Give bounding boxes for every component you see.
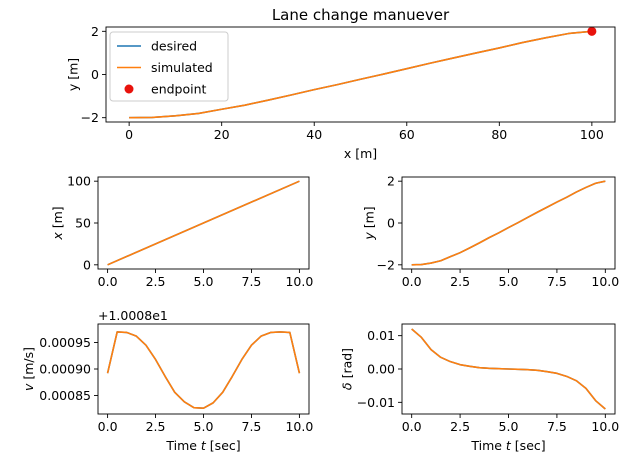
x-tick-label: 0.0 bbox=[98, 419, 118, 434]
chart-vt: 0.0 2.5 5.0 7.5 10.0 0.00085 0.00090 0.00095 Tim… bbox=[21, 308, 313, 453]
x-tick-label: 7.5 bbox=[547, 419, 567, 434]
x-tick-label: 5.0 bbox=[499, 419, 519, 434]
x-tick-label: 100 bbox=[580, 127, 604, 142]
y-tick-label: −0.01 bbox=[357, 395, 395, 410]
x-tick-label: 10.0 bbox=[285, 419, 313, 434]
x-tick-label: 80 bbox=[491, 127, 507, 142]
x-tick-label: 0.0 bbox=[402, 419, 422, 434]
chart-main: 0 20 40 60 80 100 −2 0 2 x [m] y [m] Lane change ma… bbox=[65, 6, 616, 161]
x-tick-label: 10.0 bbox=[591, 274, 619, 289]
y-tick-label: 0 bbox=[83, 257, 91, 272]
x-tick-label: 0.0 bbox=[402, 274, 422, 289]
x-tick-label: 5.0 bbox=[499, 274, 519, 289]
x-tick-label: 0 bbox=[125, 127, 133, 142]
legend-marker-endpoint bbox=[124, 84, 134, 94]
x-tick-label: 2.5 bbox=[450, 274, 470, 289]
x-tick-label: 2.5 bbox=[450, 419, 470, 434]
x-tick-label: 0.0 bbox=[98, 274, 118, 289]
legend-box bbox=[109, 31, 229, 102]
y-tick-label: 2 bbox=[91, 24, 99, 39]
chart-title: Lane change manuever bbox=[272, 6, 450, 24]
y-axis-label: δ [rad] bbox=[340, 348, 355, 390]
x-axis-label: x [m] bbox=[344, 146, 377, 161]
chart-yt: 0.0 2.5 5.0 7.5 10.0 −2 0 2 y [m] bbox=[361, 174, 619, 289]
chart-xt: 0.0 2.5 5.0 7.5 10.0 0 50 100 x [m] bbox=[50, 174, 313, 289]
series-line-simulated bbox=[411, 180, 606, 266]
x-tick-label: 7.5 bbox=[547, 274, 567, 289]
x-tick-label: 10.0 bbox=[591, 419, 619, 434]
axes-frame bbox=[401, 176, 616, 270]
y-tick-label: 0 bbox=[387, 216, 395, 231]
y-tick-label: −2 bbox=[81, 110, 99, 125]
x-tick-label: 2.5 bbox=[146, 274, 166, 289]
y-tick-label: −2 bbox=[377, 257, 395, 272]
y-axis-label: y [m] bbox=[361, 206, 376, 240]
x-tick-label: 5.0 bbox=[194, 419, 214, 434]
series-line-desired bbox=[411, 180, 606, 266]
y-tick-label: 0.00090 bbox=[39, 362, 91, 377]
y-tick-label: 100 bbox=[67, 174, 91, 189]
series-line-simulated bbox=[106, 331, 301, 409]
legend: desired simulated endpoint bbox=[109, 31, 229, 102]
axes-frame bbox=[97, 323, 310, 415]
y-tick-label: 0.01 bbox=[367, 328, 395, 343]
y-tick-label: 0.00 bbox=[367, 362, 395, 377]
x-tick-label: 60 bbox=[399, 127, 415, 142]
x-tick-label: 2.5 bbox=[146, 419, 166, 434]
y-axis-label: x [m] bbox=[50, 206, 65, 240]
y-tick-label: 0.00085 bbox=[39, 388, 91, 403]
series-line-simulated bbox=[411, 328, 606, 410]
legend-label-endpoint: endpoint bbox=[151, 82, 207, 97]
endpoint-marker bbox=[587, 26, 597, 36]
y-tick-label: 0 bbox=[91, 67, 99, 82]
series-line-desired bbox=[106, 331, 301, 409]
x-tick-label: 5.0 bbox=[194, 274, 214, 289]
x-tick-label: 40 bbox=[306, 127, 322, 142]
y-axis-label: v [m/s] bbox=[21, 347, 36, 391]
chart-dt: 0.0 2.5 5.0 7.5 10.0 −0.01 0.00 0.01 Time t [sec… bbox=[340, 323, 619, 453]
x-tick-label: 20 bbox=[214, 127, 230, 142]
x-axis-label: Time t [sec] bbox=[470, 438, 545, 453]
series-line-simulated bbox=[129, 30, 592, 119]
x-tick-label: 7.5 bbox=[242, 419, 262, 434]
x-tick-label: 7.5 bbox=[242, 274, 262, 289]
y-tick-label: 0.00095 bbox=[39, 335, 91, 350]
y-axis-label: y [m] bbox=[65, 58, 80, 91]
y-tick-label: 2 bbox=[387, 174, 395, 189]
legend-label-desired: desired bbox=[151, 39, 197, 54]
x-axis-label: Time t [sec] bbox=[165, 438, 240, 453]
series-line-simulated bbox=[107, 180, 300, 266]
y-tick-label: 50 bbox=[75, 216, 91, 231]
legend-label-simulated: simulated bbox=[151, 60, 213, 75]
y-offset-text: +1.0008e1 bbox=[98, 308, 168, 323]
x-tick-label: 10.0 bbox=[285, 274, 313, 289]
